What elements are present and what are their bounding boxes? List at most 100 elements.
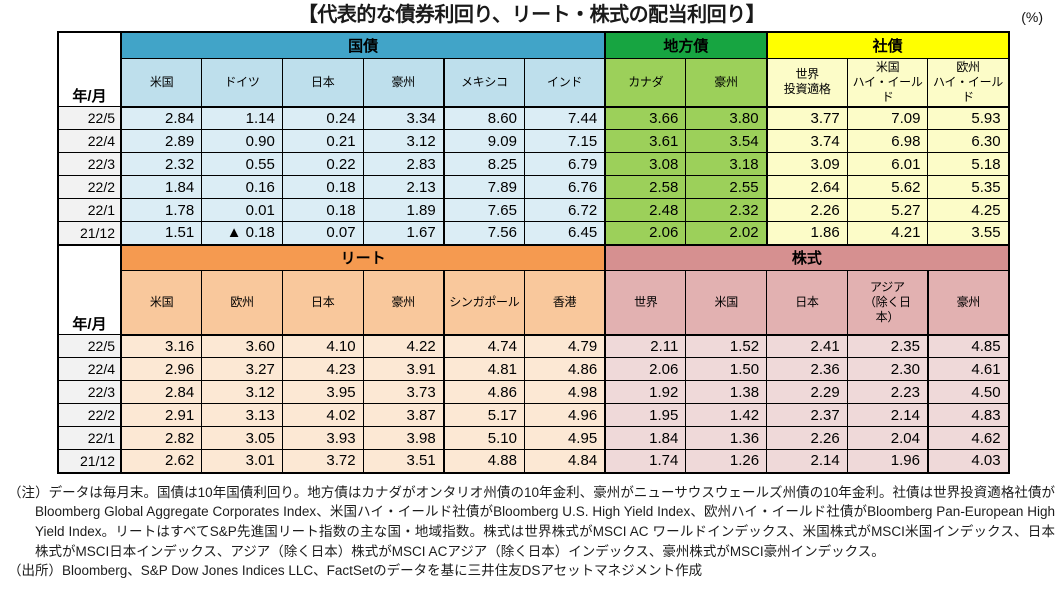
value-cell: 4.95 (523, 426, 607, 450)
value-cell: 2.11 (604, 334, 687, 358)
value-cell: 2.96 (120, 357, 203, 381)
column-header-govt-bond: 豪州 (362, 57, 445, 108)
value-cell: 2.35 (846, 334, 929, 358)
unit-label: (%) (1021, 9, 1043, 25)
value-cell: 6.01 (846, 152, 929, 176)
row-label: 22/4 (57, 357, 122, 381)
value-cell: 2.89 (120, 129, 203, 153)
group-header-reit: リート (120, 243, 607, 271)
value-cell: 3.80 (685, 106, 768, 130)
value-cell: 3.66 (604, 106, 687, 130)
value-cell: 3.09 (766, 152, 848, 176)
value-cell: 6.98 (846, 129, 929, 153)
value-cell: 1.50 (685, 357, 768, 381)
value-cell: 4.21 (846, 221, 929, 245)
value-cell: 4.22 (362, 334, 445, 358)
value-cell: 8.25 (443, 152, 525, 176)
table-row: 22/3 2.32 0.55 0.22 2.83 8.25 6.79 3.08 3.18 3.09… (57, 152, 1010, 176)
value-cell: 2.37 (766, 403, 848, 427)
value-cell: 2.30 (846, 357, 929, 381)
value-cell: 4.96 (523, 403, 607, 427)
value-cell: 3.34 (362, 106, 445, 130)
value-cell: 3.73 (362, 380, 445, 404)
value-cell: 4.81 (443, 357, 525, 381)
row-label: 22/3 (57, 380, 122, 404)
value-cell: 5.62 (846, 175, 929, 199)
value-cell: 3.08 (604, 152, 687, 176)
value-cell: 4.50 (927, 380, 1010, 404)
value-cell: 2.84 (120, 380, 203, 404)
value-cell: 6.72 (523, 198, 607, 222)
value-cell: 2.06 (604, 221, 687, 245)
table-row: 21/12 1.51 ▲ 0.18 0.07 1.67 7.56 6.45 2.06 2.02 1… (57, 221, 1010, 245)
value-cell: 3.12 (362, 129, 445, 153)
value-cell: 1.84 (120, 175, 203, 199)
group-header-equity: 株式 (604, 243, 1010, 271)
value-cell: 2.26 (766, 426, 848, 450)
value-cell: 3.27 (201, 357, 283, 381)
value-cell: 2.83 (362, 152, 445, 176)
value-cell: 2.91 (120, 403, 203, 427)
value-cell: 1.51 (120, 221, 203, 245)
value-cell: 0.22 (281, 152, 364, 176)
value-cell: 3.54 (685, 129, 768, 153)
value-cell: 3.91 (362, 357, 445, 381)
value-cell: 5.10 (443, 426, 525, 450)
value-cell: 4.23 (281, 357, 364, 381)
value-cell: 2.04 (846, 426, 929, 450)
value-cell: 2.62 (120, 449, 203, 473)
row-label: 22/3 (57, 152, 122, 176)
value-cell: 4.98 (523, 380, 607, 404)
table-row: 22/1 1.78 0.01 0.18 1.89 7.65 6.72 2.48 2.32 2.26… (57, 198, 1010, 222)
value-cell: 7.44 (523, 106, 607, 130)
value-cell: 3.72 (281, 449, 364, 473)
column-header-corp-bond: 欧州 ハイ・イールド (927, 57, 1010, 108)
value-cell: 0.90 (201, 129, 283, 153)
column-header-equity: 世界 (604, 270, 687, 336)
value-cell: 1.52 (685, 334, 768, 358)
value-cell: 1.14 (201, 106, 283, 130)
group-header-row: 年/月 リート 株式 (57, 243, 1010, 335)
value-cell: 0.18 (281, 198, 364, 222)
value-cell: 0.16 (201, 175, 283, 199)
row-label: 22/2 (57, 175, 122, 199)
column-header-equity: 米国 (685, 270, 768, 336)
table-row: 22/3 2.84 3.12 3.95 3.73 4.86 4.98 1.92 1.38 2.29… (57, 380, 1010, 404)
table-row: 22/2 1.84 0.16 0.18 2.13 7.89 6.76 2.58 2.55 2.64… (57, 175, 1010, 199)
value-cell: 0.01 (201, 198, 283, 222)
value-cell: 0.18 (281, 175, 364, 199)
column-header-govt-bond: インド (523, 57, 607, 108)
value-cell: 2.32 (120, 152, 203, 176)
value-cell: 3.60 (201, 334, 283, 358)
value-cell: 3.74 (766, 129, 848, 153)
table-row: 22/2 2.91 3.13 4.02 3.87 5.17 4.96 1.95 1.42 2.37… (57, 403, 1010, 427)
row-label-header: 年/月 (57, 31, 122, 107)
value-cell: ▲ 0.18 (201, 221, 283, 245)
value-cell: 0.07 (281, 221, 364, 245)
row-label-header: 年/月 (57, 243, 122, 335)
value-cell: 6.76 (523, 175, 607, 199)
value-cell: 1.38 (685, 380, 768, 404)
column-header-muni-bond: カナダ (604, 57, 687, 108)
value-cell: 4.83 (927, 403, 1010, 427)
value-cell: 2.26 (766, 198, 848, 222)
column-header-govt-bond: メキシコ (443, 57, 525, 108)
group-header-corp-bond: 社債 (766, 31, 1010, 59)
value-cell: 7.65 (443, 198, 525, 222)
table-row: 22/5 3.16 3.60 4.10 4.22 4.74 4.79 2.11 1.52 2.41… (57, 334, 1010, 358)
table-row: 22/1 2.82 3.05 3.93 3.98 5.10 4.95 1.84 1.36 2.26… (57, 426, 1010, 450)
value-cell: 5.93 (927, 106, 1010, 130)
value-cell: 0.24 (281, 106, 364, 130)
row-label: 22/2 (57, 403, 122, 427)
value-cell: 2.36 (766, 357, 848, 381)
value-cell: 5.27 (846, 198, 929, 222)
group-header-govt-bond: 国債 (120, 31, 607, 59)
column-header-govt-bond: ドイツ (201, 57, 283, 108)
column-header-equity: アジア （除く日 本） (846, 270, 929, 336)
value-cell: 1.42 (685, 403, 768, 427)
yields-table: 年/月 国債 地方債 社債 米国 ドイツ 日本 豪州 メキシコ インド カナダ 豪州 世界 投資適格 米国… (57, 31, 1010, 474)
value-cell: 5.35 (927, 175, 1010, 199)
value-cell: 3.12 (201, 380, 283, 404)
column-header-reit: シンガポール (443, 270, 525, 336)
value-cell: 3.05 (201, 426, 283, 450)
